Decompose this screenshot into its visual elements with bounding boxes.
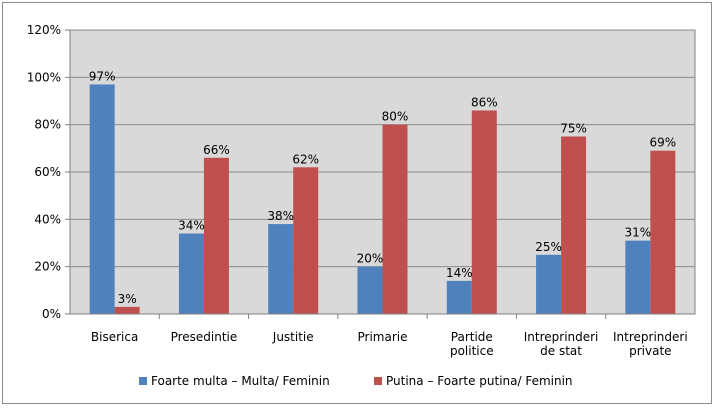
bar-series-2	[114, 306, 140, 314]
data-label: 31%	[625, 226, 652, 240]
bar-series-1	[268, 224, 294, 314]
x-tick-label-line: Intreprinderi	[524, 330, 599, 344]
bar-series-1	[178, 233, 204, 314]
x-tick-label-line: Primarie	[358, 330, 408, 344]
data-label: 34%	[178, 219, 205, 233]
y-tick-label: 60%	[34, 165, 61, 179]
y-tick-label: 120%	[27, 23, 61, 37]
y-tick-label: 80%	[34, 118, 61, 132]
bar-series-2	[203, 157, 229, 314]
bar-series-1	[625, 240, 651, 314]
y-axis: 0% 20% 40% 60% 80% 100% 120%	[27, 23, 70, 321]
x-tick-label: Presedintie	[171, 330, 238, 344]
x-tick-label-line: Intreprinderi	[613, 330, 688, 344]
x-tick-label-line: private	[629, 344, 671, 358]
y-tick-label: 0%	[42, 307, 61, 321]
data-label: 62%	[292, 152, 319, 166]
data-label: 66%	[203, 143, 230, 157]
bar-series-1	[357, 266, 383, 314]
y-tick-label: 100%	[27, 70, 61, 84]
y-tick-label: 40%	[34, 212, 61, 226]
x-tick-label-line: Justitie	[272, 330, 314, 344]
data-label: 20%	[357, 252, 384, 266]
legend-swatch-series-2	[374, 377, 382, 385]
legend-swatch-series-1	[139, 377, 147, 385]
bar-series-2	[382, 124, 408, 315]
data-label: 25%	[535, 240, 562, 254]
y-tick-label: 20%	[34, 260, 61, 274]
data-label: 38%	[267, 209, 294, 223]
data-label: 3%	[118, 292, 137, 306]
x-tick-label-line: Biserica	[91, 330, 138, 344]
data-label: 14%	[446, 266, 473, 280]
x-tick-label: Biserica	[91, 330, 138, 344]
x-tick-label: Justitie	[272, 330, 314, 344]
legend-label-series-2: Putina – Foarte putina/ Feminin	[386, 374, 573, 388]
bar-series-2	[471, 110, 497, 314]
x-tick-label-line: Presedintie	[171, 330, 238, 344]
x-tick-label-line: Partide	[451, 330, 493, 344]
bars	[89, 84, 676, 315]
x-tick-label-line: de stat	[540, 344, 582, 358]
data-label: 69%	[650, 136, 677, 150]
data-label: 86%	[471, 95, 498, 109]
bar-series-2	[650, 150, 676, 314]
bar-series-1	[89, 84, 115, 314]
data-label: 75%	[560, 122, 587, 136]
bar-series-1	[536, 254, 562, 314]
data-label: 97%	[89, 69, 116, 83]
x-tick-label: Intreprinderi de stat	[524, 330, 599, 358]
legend-label-series-1: Foarte multa – Multa/ Feminin	[151, 374, 330, 388]
bar-series-2	[293, 167, 319, 314]
x-axis: Biserica Presedintie Justitie Primarie Parti…	[70, 313, 695, 358]
x-tick-label: Intreprinderi private	[613, 330, 688, 358]
data-labels: 97% 3% 34% 66% 38% 62% 20% 80% 14% 86% 25% 75% 31% 69…	[89, 69, 676, 305]
x-tick-label-line: politice	[450, 344, 494, 358]
bar-series-1	[446, 280, 472, 314]
legend: Foarte multa – Multa/ Feminin Putina – F…	[139, 374, 573, 388]
x-tick-label: Primarie	[358, 330, 408, 344]
bar-series-2	[561, 136, 587, 314]
x-tick-label: Partide politice	[450, 330, 494, 358]
data-label: 80%	[382, 110, 409, 124]
